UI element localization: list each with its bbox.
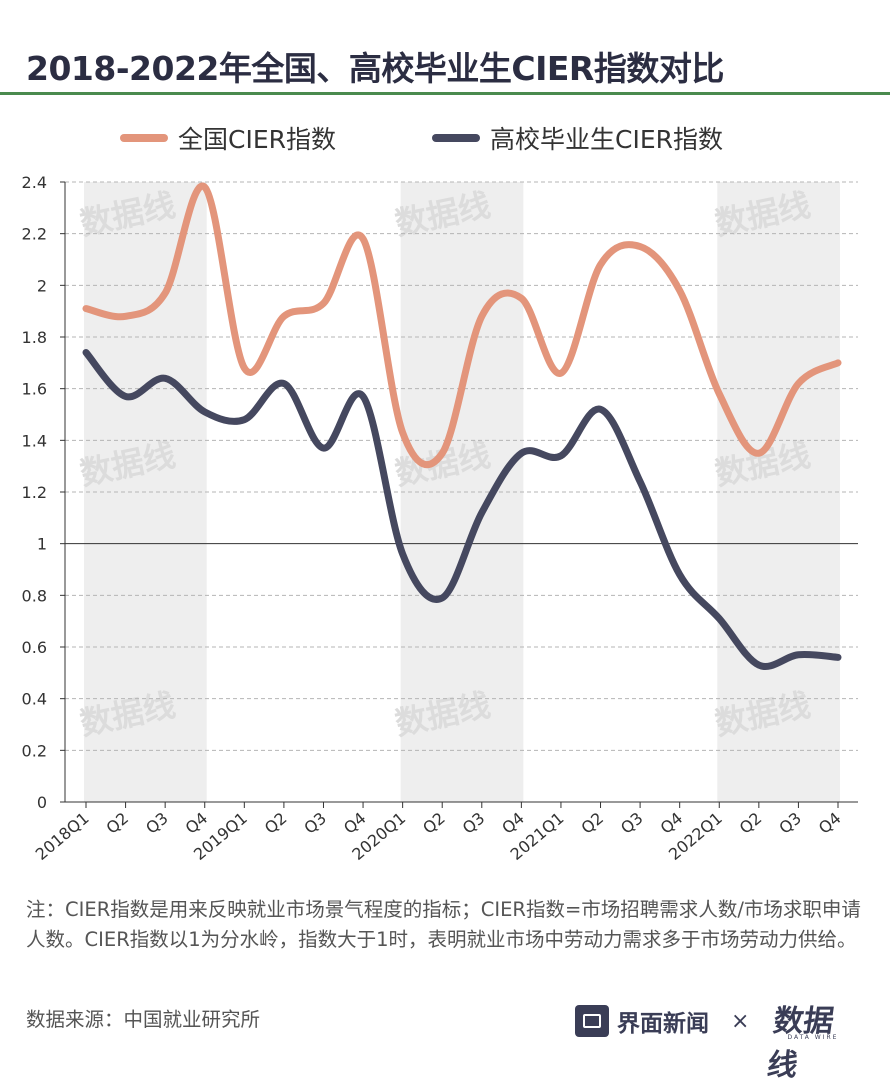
series-point-graduates xyxy=(835,654,841,660)
series-point-national xyxy=(241,365,247,371)
y-tick-label: 0 xyxy=(37,793,47,812)
legend-label-graduates: 高校毕业生CIER指数 xyxy=(490,125,723,154)
series-point-graduates xyxy=(479,510,485,516)
series-point-national xyxy=(202,184,208,190)
x-tick-label: Q2 xyxy=(577,809,607,838)
series-point-graduates xyxy=(123,393,129,399)
series-point-national xyxy=(281,313,287,319)
x-tick-label: Q4 xyxy=(657,809,687,838)
series-point-national xyxy=(518,295,524,301)
series-point-graduates xyxy=(202,409,208,415)
series-point-national xyxy=(795,381,801,387)
brand-times: × xyxy=(731,1008,750,1034)
series-point-graduates xyxy=(320,445,326,451)
series-point-national xyxy=(320,300,326,306)
y-tick-label: 2.4 xyxy=(22,173,47,192)
series-point-national xyxy=(439,450,445,456)
y-tick-label: 0.4 xyxy=(22,690,47,709)
data-wire-logo-sub: DATA WIRE xyxy=(787,1034,839,1041)
series-point-national xyxy=(835,360,841,366)
x-tick-label: Q2 xyxy=(102,809,132,838)
series-point-graduates xyxy=(83,350,89,356)
x-tick-label: 2018Q1 xyxy=(32,809,93,864)
data-wire-logo: 数据线 DATA WIRE xyxy=(765,996,851,1083)
series-point-national xyxy=(360,236,366,242)
series-point-national xyxy=(162,290,168,296)
series-point-graduates xyxy=(795,652,801,658)
y-tick-label: 1.2 xyxy=(22,483,47,502)
y-tick-label: 0.8 xyxy=(22,586,47,605)
series-point-graduates xyxy=(677,572,683,578)
series-point-national xyxy=(637,244,643,250)
x-tick-label: Q3 xyxy=(300,809,330,838)
series-point-graduates xyxy=(281,381,287,387)
y-tick-label: 1.8 xyxy=(22,328,47,347)
series-point-national xyxy=(123,313,129,319)
series-point-national xyxy=(677,288,683,294)
series-point-national xyxy=(716,391,722,397)
series-point-national xyxy=(598,262,604,268)
data-source: 数据来源：中国就业研究所 xyxy=(26,1008,261,1031)
brand-logos: 界面新闻 × 数据线 DATA WIRE xyxy=(575,996,851,1083)
series-point-national xyxy=(479,313,485,319)
y-tick-label: 1 xyxy=(37,535,47,554)
series-line-graduates xyxy=(82,349,842,670)
series-point-graduates xyxy=(598,406,604,412)
x-tick-label: Q4 xyxy=(498,809,528,838)
chart-title: 2018-2022年全国、高校毕业生CIER指数对比 xyxy=(26,49,724,88)
x-tick-label: Q2 xyxy=(419,809,449,838)
series-point-graduates xyxy=(162,375,168,381)
series-point-graduates xyxy=(400,551,406,557)
legend-swatch-graduates xyxy=(432,134,480,142)
series-line-national xyxy=(82,182,842,468)
legend: 全国CIER指数 高校毕业生CIER指数 xyxy=(120,120,819,156)
series-point-graduates xyxy=(716,616,722,622)
y-tick-label: 1.4 xyxy=(22,431,47,450)
series-point-national xyxy=(400,430,406,436)
x-tick-label: Q3 xyxy=(775,809,805,838)
series-point-national xyxy=(558,370,564,376)
series-point-national xyxy=(756,450,762,456)
x-tick-label: Q4 xyxy=(340,809,370,838)
y-tick-label: 2 xyxy=(37,276,47,295)
series-point-graduates xyxy=(637,479,643,485)
legend-item-national: 全国CIER指数 xyxy=(120,120,336,156)
title-rule xyxy=(0,92,890,95)
y-tick-label: 2.2 xyxy=(22,225,47,244)
series-point-graduates xyxy=(439,595,445,601)
series-point-graduates xyxy=(360,393,366,399)
y-tick-label: 0.2 xyxy=(22,741,47,760)
x-tick-label: Q3 xyxy=(459,809,489,838)
series-point-national xyxy=(83,306,89,312)
series-point-graduates xyxy=(558,453,564,459)
legend-label-national: 全国CIER指数 xyxy=(178,125,336,154)
jiemian-logo-text: 界面新闻 xyxy=(617,1011,709,1037)
legend-item-graduates: 高校毕业生CIER指数 xyxy=(432,120,723,156)
series-point-graduates xyxy=(241,417,247,423)
y-tick-label: 0.6 xyxy=(22,638,47,657)
x-tick-label: Q2 xyxy=(736,809,766,838)
footnote: 注：CIER指数是用来反映就业市场景气程度的指标；CIER指数=市场招聘需求人数… xyxy=(26,898,861,951)
x-tick-label: Q2 xyxy=(261,809,291,838)
jiemian-logo-icon xyxy=(575,1005,609,1037)
series-point-graduates xyxy=(756,662,762,668)
x-tick-label: Q4 xyxy=(182,809,212,838)
y-tick-label: 1.6 xyxy=(22,380,47,399)
x-tick-label: Q3 xyxy=(617,809,647,838)
x-tick-label: Q3 xyxy=(142,809,172,838)
x-tick-label: Q4 xyxy=(815,809,845,838)
series-point-graduates xyxy=(518,450,524,456)
legend-swatch-national xyxy=(120,134,168,142)
